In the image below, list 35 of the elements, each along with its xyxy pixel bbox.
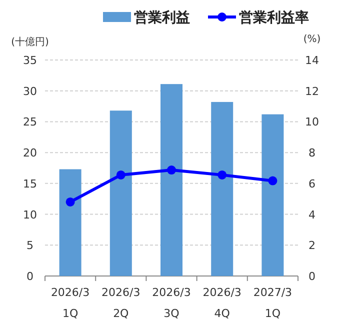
y2-tick-label: 14 — [305, 54, 319, 67]
bar — [59, 169, 82, 276]
point — [268, 176, 278, 186]
y-tick-label: 0 — [26, 270, 34, 283]
legend-label: 営業利益率 — [239, 9, 309, 26]
y-axis-title: (十億円) — [11, 36, 49, 48]
point — [66, 197, 75, 206]
bar — [262, 114, 284, 276]
y2-tick-label: 8 — [308, 146, 316, 160]
y2-tick-label: 4 — [308, 208, 316, 222]
x-tick-label: 2026/3 2Q — [102, 286, 140, 320]
bar — [110, 110, 132, 276]
y2-tick-label: 2 — [308, 239, 316, 252]
y-tick-label: 20 — [23, 146, 37, 160]
y-tick-label: 30 — [23, 84, 37, 98]
x-tick-label: 2026/3 3Q — [152, 286, 191, 320]
y-tick-label: 35 — [23, 54, 37, 67]
bar — [160, 84, 182, 276]
y2-tick-label: 10 — [305, 116, 319, 129]
y-tick-label: 15 — [23, 177, 37, 190]
legend-label: 営業利益 — [134, 10, 190, 26]
y2-tick-label: 0 — [308, 270, 316, 283]
y2-tick-label: 12 — [305, 84, 319, 98]
x-tick-label: 2027/3 1Q — [253, 286, 292, 320]
point — [167, 166, 176, 175]
y-tick-label: 5 — [26, 239, 34, 252]
x-tick-label: 2026/3 4Q — [202, 286, 242, 320]
y-tick-label: 10 — [23, 208, 37, 222]
y2-tick-label: 6 — [308, 177, 316, 190]
y2-axis-title: (%) — [303, 34, 321, 45]
bar — [211, 102, 234, 276]
point — [116, 170, 126, 180]
point — [218, 170, 227, 180]
x-tick-label: 2026/3 1Q — [50, 286, 90, 320]
y-tick-label: 25 — [23, 116, 37, 129]
